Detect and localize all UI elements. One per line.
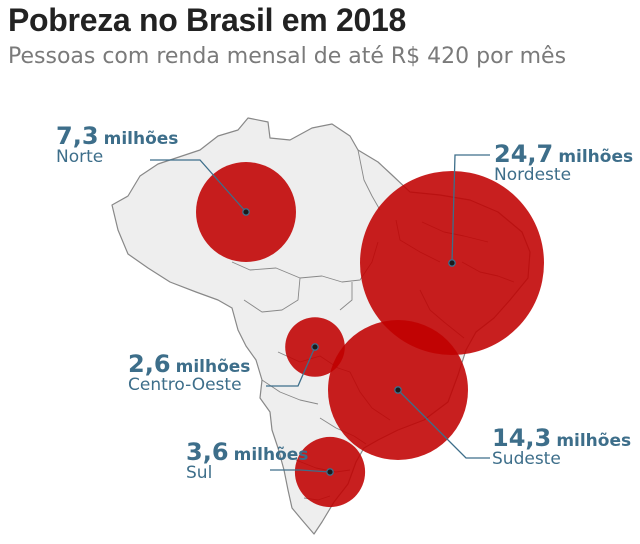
page-title: Pobreza no Brasil em 2018 <box>8 2 407 38</box>
page-subtitle: Pessoas com renda mensal de até R$ 420 p… <box>8 44 567 69</box>
centroid-dot-sul <box>326 468 334 476</box>
centroid-dot-norte <box>242 208 250 216</box>
leader-sudeste <box>397 389 490 459</box>
centroid-dot-nordeste <box>448 259 456 267</box>
centroid-dot-sudeste <box>394 386 402 394</box>
value-sudeste: 14,3 <box>492 424 552 452</box>
unit-sudeste: milhões <box>556 431 632 451</box>
leader-sul <box>270 469 331 473</box>
value-nordeste: 24,7 <box>494 140 554 168</box>
value-norte: 7,3 <box>56 122 99 150</box>
centroid-dot-centro-oeste <box>311 343 319 351</box>
label-centro-oeste: 2,6 milhões Centro-Oeste <box>128 350 251 396</box>
label-sul: 3,6 milhões Sul <box>186 438 309 484</box>
unit-sul: milhões <box>233 445 309 465</box>
leaders-layer <box>150 154 490 476</box>
region-sudeste: Sudeste <box>492 449 561 470</box>
value-sul: 3,6 <box>186 438 229 466</box>
region-nordeste: Nordeste <box>494 165 572 186</box>
label-norte: 7,3 milhões Norte <box>56 122 179 168</box>
label-sudeste: 14,3 milhões Sudeste <box>492 424 632 470</box>
value-centro-oeste: 2,6 <box>128 350 171 378</box>
leader-norte <box>150 159 247 213</box>
label-nordeste: 24,7 milhões Nordeste <box>494 140 634 186</box>
leader-nordeste <box>451 154 490 264</box>
leader-centro-oeste <box>266 346 316 387</box>
unit-centro-oeste: milhões <box>175 357 251 377</box>
region-centro-oeste: Centro-Oeste <box>128 375 242 396</box>
region-norte: Norte <box>56 147 104 168</box>
unit-nordeste: milhões <box>558 147 634 167</box>
unit-norte: milhões <box>103 129 179 149</box>
region-sul: Sul <box>186 463 213 484</box>
